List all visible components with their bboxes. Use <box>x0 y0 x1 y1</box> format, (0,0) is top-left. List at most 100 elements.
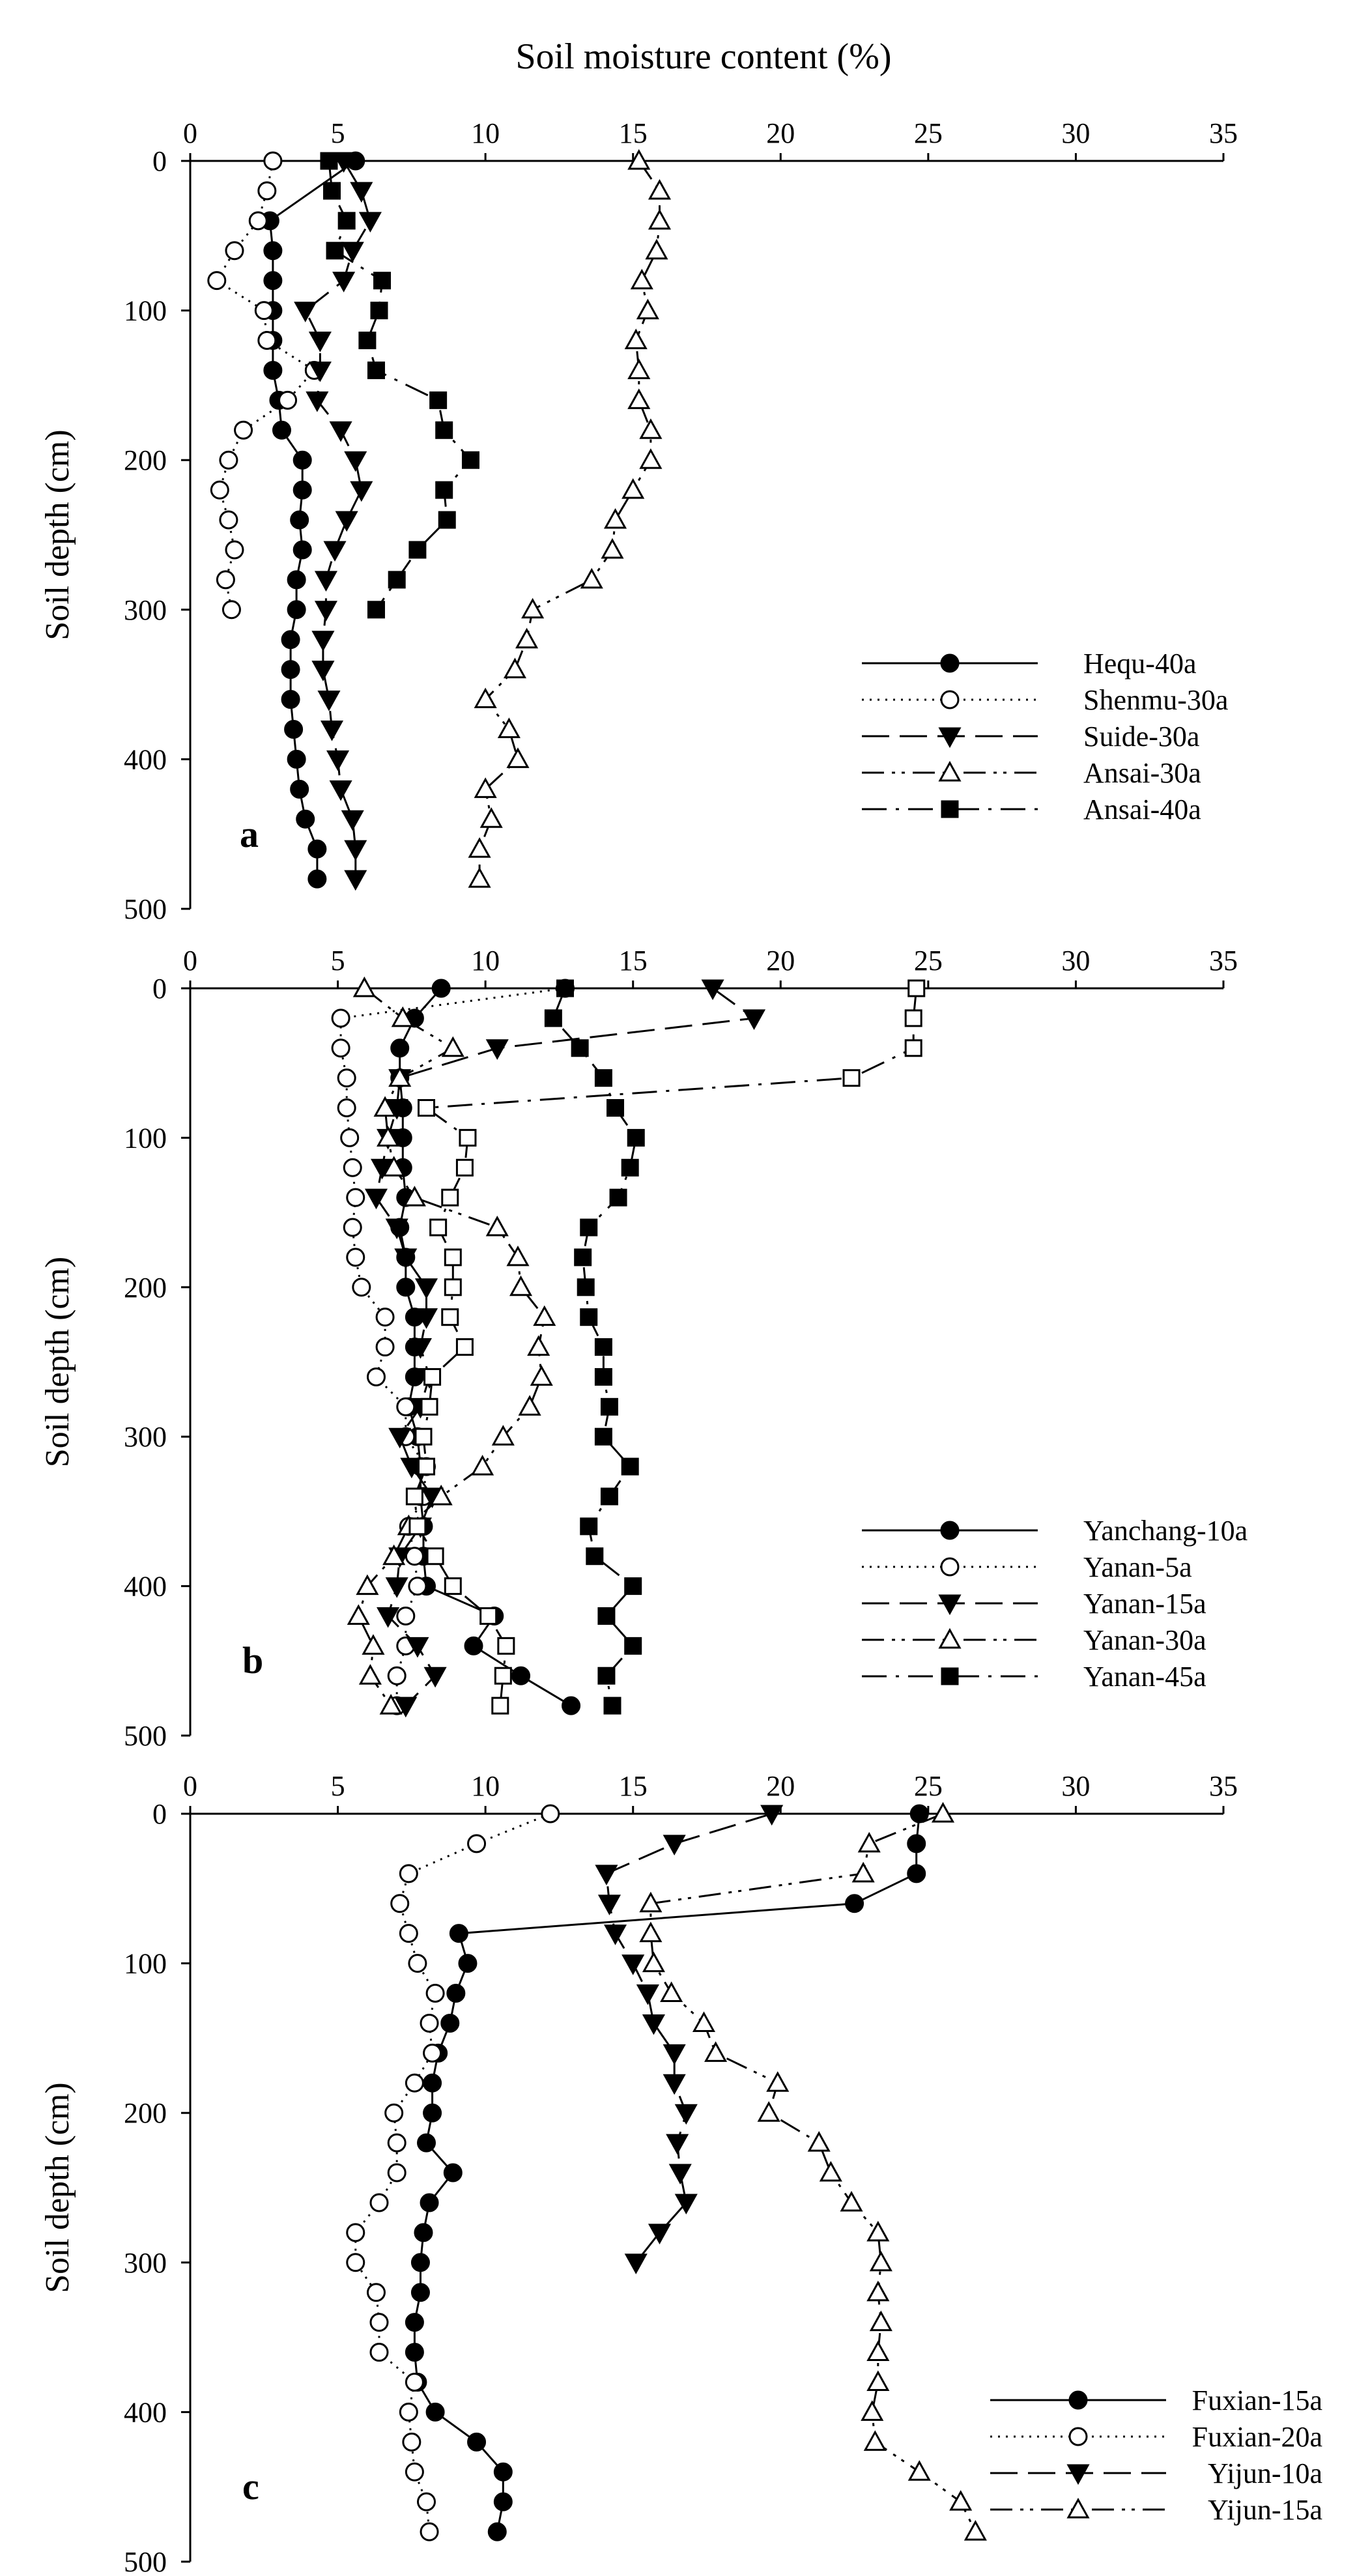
data-point <box>474 777 497 798</box>
legend-label: Yanchang-10a <box>1083 1515 1248 1547</box>
data-point <box>639 1921 663 1943</box>
data-point <box>594 1427 612 1446</box>
data-point <box>399 2402 418 2422</box>
data-point <box>306 391 329 412</box>
data-point <box>511 1666 531 1685</box>
data-point <box>674 2194 698 2215</box>
data-point <box>414 1427 433 1446</box>
x-tick-label: 10 <box>471 1770 500 1802</box>
data-point <box>909 1804 929 1824</box>
data-point <box>866 2340 890 2362</box>
data-point <box>337 1098 356 1118</box>
x-tick-label: 10 <box>471 117 500 149</box>
data-point <box>556 979 574 997</box>
y-tick-label: 300 <box>124 1421 167 1453</box>
panel-letter: a <box>240 813 259 855</box>
legend-label: Yanan-5a <box>1083 1551 1192 1583</box>
data-point <box>668 2164 692 2185</box>
data-point <box>544 1009 562 1027</box>
data-point <box>595 1865 618 1885</box>
data-point <box>459 1128 477 1147</box>
data-point <box>863 2430 887 2451</box>
data-point <box>308 361 332 382</box>
data-point <box>866 2280 890 2302</box>
data-point <box>963 2519 987 2541</box>
data-point <box>263 271 283 291</box>
data-point <box>506 1245 530 1267</box>
data-point <box>344 870 367 891</box>
data-point <box>497 1637 515 1655</box>
data-point <box>624 2254 648 2274</box>
legend-entry-yanan-30a: Yanan-30a <box>862 1624 1206 1656</box>
data-point <box>375 1338 395 1357</box>
data-point <box>426 1547 444 1566</box>
x-tick-label: 10 <box>471 945 500 977</box>
data-point <box>408 1954 427 1973</box>
data-point <box>627 358 651 379</box>
data-point <box>400 1457 423 1479</box>
legend-entry-hequ-40a: Hequ-40a <box>862 648 1197 680</box>
data-point <box>414 1278 438 1299</box>
data-point <box>377 1126 400 1147</box>
data-point <box>429 1218 448 1237</box>
data-point <box>663 2074 686 2095</box>
data-point <box>586 1547 604 1566</box>
data-point <box>562 1696 581 1715</box>
data-point <box>323 182 341 200</box>
legend-marker <box>940 1557 960 1577</box>
data-point <box>458 1954 478 1973</box>
data-point <box>479 1607 498 1625</box>
data-point <box>311 631 335 651</box>
legend-marker <box>940 653 960 673</box>
x-tick-label: 35 <box>1209 1770 1238 1802</box>
data-point <box>580 1218 598 1237</box>
data-point <box>429 1484 453 1506</box>
data-point <box>627 388 651 409</box>
data-point <box>441 1308 459 1326</box>
data-point <box>294 302 317 322</box>
y-tick-label: 500 <box>124 1720 167 1752</box>
series-suide-30a <box>294 152 382 891</box>
data-point <box>367 601 385 619</box>
data-point <box>219 510 238 530</box>
panel-letter: b <box>242 1639 263 1682</box>
legend-label: Yanan-30a <box>1083 1624 1206 1656</box>
data-point <box>329 421 352 442</box>
legend-marker <box>941 800 959 818</box>
y-tick-label: 100 <box>124 295 167 327</box>
data-point <box>648 208 672 230</box>
data-point <box>506 747 530 768</box>
data-point <box>307 869 327 889</box>
x-tick-label: 0 <box>183 117 197 149</box>
data-point <box>340 1128 360 1147</box>
y-axis-title: Soil depth (cm) <box>39 429 76 640</box>
data-point <box>405 2462 424 2482</box>
data-point <box>346 1248 365 1267</box>
data-point <box>358 332 377 350</box>
data-point <box>907 979 926 997</box>
data-point <box>845 1894 864 1913</box>
data-point <box>467 1834 487 1853</box>
data-point <box>234 420 253 440</box>
data-point <box>842 1069 861 1087</box>
data-point <box>341 810 364 831</box>
x-tick-label: 20 <box>766 945 795 977</box>
legend-marker <box>938 760 962 782</box>
data-point <box>343 1218 362 1237</box>
data-point <box>674 2104 698 2125</box>
legend-entry-yanan-45a: Yanan-45a <box>862 1661 1206 1693</box>
data-point <box>440 2013 460 2033</box>
data-point <box>494 1667 512 1685</box>
data-point <box>317 691 341 711</box>
data-point <box>443 2163 463 2182</box>
data-point <box>493 2462 513 2482</box>
data-point <box>287 570 306 590</box>
data-point <box>603 1696 621 1715</box>
data-point <box>382 1156 406 1177</box>
data-point <box>648 2224 672 2244</box>
data-point <box>281 690 300 709</box>
data-point <box>385 1218 408 1240</box>
y-tick-label: 400 <box>124 1571 167 1603</box>
